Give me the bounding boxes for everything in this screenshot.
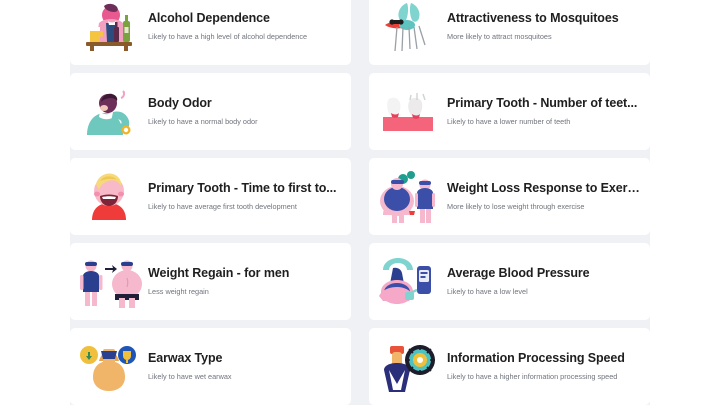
trait-card-text: Information Processing Speed Likely to h… <box>447 351 650 381</box>
trait-card-body-odor[interactable]: Body Odor Likely to have a normal body o… <box>70 73 351 150</box>
trait-subtitle: Likely to have wet earwax <box>148 372 232 382</box>
trait-card-text: Weight Loss Response to Exerc... More li… <box>447 181 650 211</box>
earwax-ear-illustration <box>70 328 148 405</box>
trait-card-text: Average Blood Pressure Likely to have a … <box>447 266 650 296</box>
trait-title: Weight Regain - for men <box>148 266 290 281</box>
trait-subtitle: Likely to have a low level <box>447 287 528 297</box>
trait-subtitle: Less weight regain <box>148 287 209 297</box>
two-people-dumbbells-illustration <box>369 158 447 235</box>
trait-card-text: Attractiveness to Mosquitoes More likely… <box>447 11 650 41</box>
trait-card-text: Alcohol Dependence Likely to have a high… <box>148 11 351 41</box>
trait-card-weight-regain-men[interactable]: Weight Regain - for men Less weight rega… <box>70 243 351 320</box>
trait-title: Average Blood Pressure <box>447 266 590 281</box>
trait-card-information-processing-speed[interactable]: Information Processing Speed Likely to h… <box>369 328 650 405</box>
trait-card-text: Earwax Type Likely to have wet earwax <box>148 351 351 381</box>
baby-face-illustration <box>70 158 148 235</box>
trait-card-primary-tooth-number[interactable]: Primary Tooth - Number of teet... Likely… <box>369 73 650 150</box>
trait-card-text: Weight Regain - for men Less weight rega… <box>148 266 351 296</box>
trait-card-text: Body Odor Likely to have a normal body o… <box>148 96 351 126</box>
trait-title: Information Processing Speed <box>447 351 625 366</box>
trait-card-grid: Alcohol Dependence Likely to have a high… <box>70 0 650 405</box>
alcohol-bottle-person-illustration <box>70 0 148 65</box>
blood-pressure-monitor-illustration <box>369 243 447 320</box>
trait-card-text: Primary Tooth - Number of teet... Likely… <box>447 96 650 126</box>
brain-gear-illustration <box>369 328 447 405</box>
two-men-body-change-illustration <box>70 243 148 320</box>
trait-title: Attractiveness to Mosquitoes <box>447 11 619 26</box>
trait-title: Body Odor <box>148 96 212 111</box>
trait-subtitle: Likely to have average first tooth devel… <box>148 202 297 212</box>
trait-subtitle: More likely to attract mosquitoes <box>447 32 552 42</box>
trait-subtitle: Likely to have a lower number of teeth <box>447 117 571 127</box>
trait-card-alcohol-dependence[interactable]: Alcohol Dependence Likely to have a high… <box>70 0 351 65</box>
trait-card-average-blood-pressure[interactable]: Average Blood Pressure Likely to have a … <box>369 243 650 320</box>
trait-card-text: Primary Tooth - Time to first to... Like… <box>148 181 351 211</box>
trait-subtitle: Likely to have a high level of alcohol d… <box>148 32 308 42</box>
mosquito-illustration <box>369 0 447 65</box>
trait-card-weight-loss-response[interactable]: Weight Loss Response to Exerc... More li… <box>369 158 650 235</box>
trait-title: Primary Tooth - Number of teet... <box>447 96 638 111</box>
trait-subtitle: More likely to lose weight through exerc… <box>447 202 585 212</box>
teeth-gums-illustration <box>369 73 447 150</box>
trait-card-primary-tooth-time[interactable]: Primary Tooth - Time to first to... Like… <box>70 158 351 235</box>
person-raised-arm-illustration <box>70 73 148 150</box>
trait-title: Earwax Type <box>148 351 223 366</box>
trait-subtitle: Likely to have a normal body odor <box>148 117 258 127</box>
trait-title: Primary Tooth - Time to first to... <box>148 181 337 196</box>
trait-subtitle: Likely to have a higher information proc… <box>447 372 618 382</box>
trait-title: Weight Loss Response to Exerc... <box>447 181 642 196</box>
trait-title: Alcohol Dependence <box>148 11 270 26</box>
trait-card-earwax-type[interactable]: Earwax Type Likely to have wet earwax <box>70 328 351 405</box>
trait-card-attractiveness-to-mosquitoes[interactable]: Attractiveness to Mosquitoes More likely… <box>369 0 650 65</box>
